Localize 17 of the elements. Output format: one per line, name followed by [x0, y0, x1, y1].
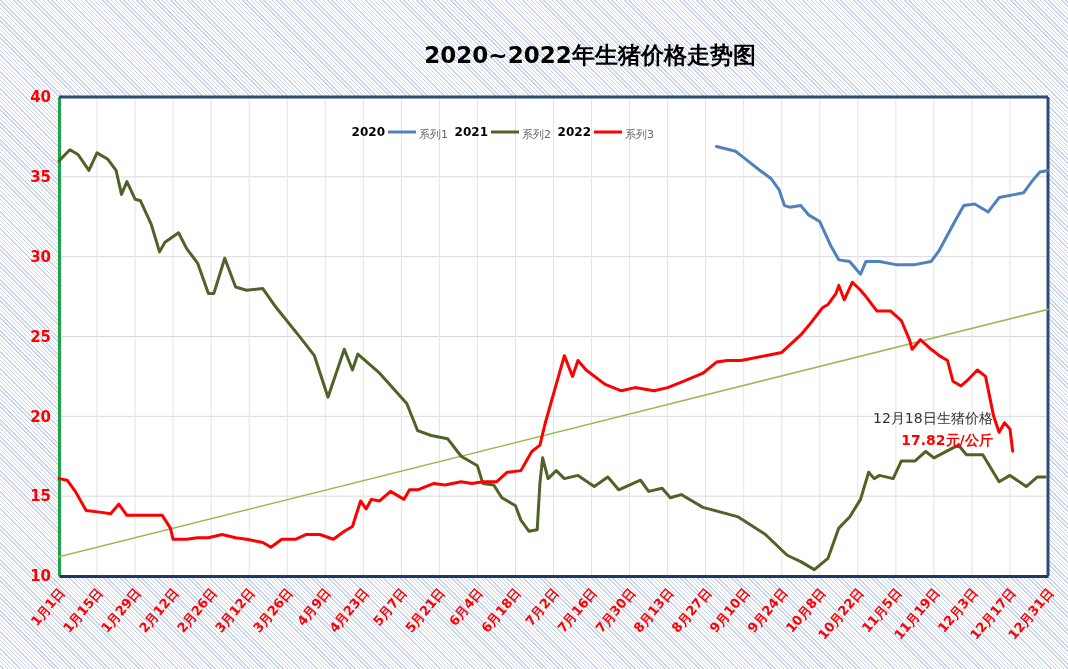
- legend-label: 2020: [351, 125, 385, 139]
- y-tick-label: 20: [30, 407, 51, 426]
- y-tick-label: 15: [30, 487, 51, 506]
- y-tick-label: 35: [30, 168, 51, 187]
- annotation: 17.82元/公斤: [901, 432, 993, 449]
- annotation: 12月18日生猪价格: [873, 410, 993, 427]
- annotation: 系列3: [625, 128, 654, 141]
- line-series: [715, 145, 1050, 276]
- y-tick-label: 30: [30, 247, 51, 266]
- y-tick-label: 25: [30, 327, 51, 346]
- legend-label: 2021: [454, 125, 488, 139]
- legend-label: 2022: [557, 125, 591, 139]
- annotation: 系列1: [419, 128, 448, 141]
- annotation: 系列2: [522, 128, 551, 141]
- y-tick-label: 10: [30, 567, 51, 586]
- chart-title: 2020~2022年生猪价格走势图: [424, 42, 756, 68]
- y-tick-label: 40: [30, 88, 51, 107]
